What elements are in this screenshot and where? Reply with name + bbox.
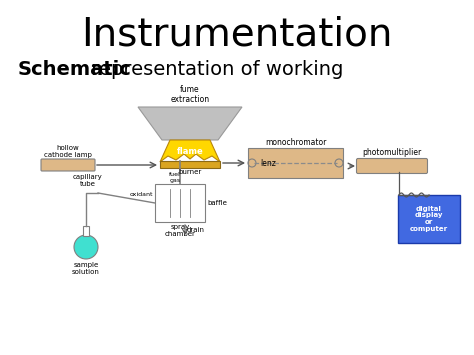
Text: lenz: lenz [260,158,276,168]
FancyBboxPatch shape [398,195,460,243]
Text: oxidant: oxidant [129,191,153,197]
Text: Instrumentation: Instrumentation [82,15,392,53]
Circle shape [74,235,98,259]
Text: Schematic: Schematic [18,60,132,79]
FancyBboxPatch shape [160,161,220,168]
FancyBboxPatch shape [248,148,343,178]
Text: hollow
cathode lamp: hollow cathode lamp [44,145,92,158]
Text: drain: drain [187,227,205,233]
Text: monochromator: monochromator [265,138,326,147]
FancyBboxPatch shape [83,226,89,236]
Text: flame: flame [177,147,203,155]
FancyBboxPatch shape [155,184,205,222]
Polygon shape [138,107,242,140]
Text: baffle: baffle [207,200,227,206]
Text: fume
extraction: fume extraction [171,84,210,104]
Text: capillary
tube: capillary tube [73,174,103,187]
Text: representation of working: representation of working [85,60,343,79]
Text: photomultiplier: photomultiplier [363,148,422,157]
Text: spray
chamber: spray chamber [164,224,195,237]
Polygon shape [160,140,220,162]
Text: burner: burner [178,169,201,175]
FancyBboxPatch shape [356,158,428,174]
Text: sample
solution: sample solution [72,262,100,275]
Text: fuel
gas: fuel gas [169,172,181,183]
FancyBboxPatch shape [41,159,95,171]
Text: digital
display
or
computer: digital display or computer [410,206,448,233]
